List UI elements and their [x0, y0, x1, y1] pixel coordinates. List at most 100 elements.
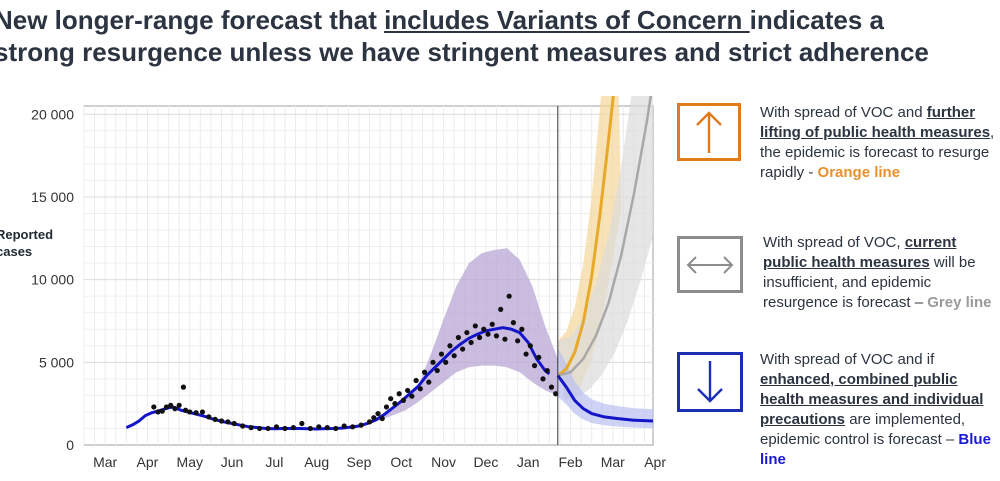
plot-layer	[125, 96, 653, 432]
observed-case-point	[159, 408, 165, 414]
observed-case-point	[172, 406, 178, 412]
fit-uncertainty-band	[367, 248, 558, 424]
forecast-line-2	[556, 374, 653, 423]
observed-case-point	[182, 407, 189, 413]
observed-case-point	[248, 425, 254, 431]
observed-case-point	[489, 321, 495, 327]
observed-case-point	[527, 343, 533, 349]
fitted-line	[125, 326, 551, 431]
observed-case-point	[409, 393, 415, 399]
scenario-sideways-box	[677, 236, 743, 293]
observed-case-point	[498, 306, 504, 312]
observed-case-point	[392, 401, 398, 407]
scenario-2-bold: current public health measures	[763, 234, 957, 271]
observed-case-point	[341, 423, 347, 429]
x-month-label: Jan	[517, 454, 540, 470]
observed-case-point	[481, 326, 487, 332]
observed-case-point	[485, 331, 491, 337]
x-month-label: Mar	[93, 454, 117, 470]
left-right-arrow-icon	[686, 255, 734, 274]
observed-case-point	[168, 402, 174, 408]
scenario-3-bold: enhanced, combined public health measure…	[760, 371, 984, 428]
observed-case-point	[447, 343, 453, 349]
observed-case-point	[493, 333, 500, 339]
title-line-1: New longer-range forecast that includes …	[0, 4, 1000, 36]
observed-case-point	[510, 320, 516, 326]
x-month-label: Apr	[137, 454, 159, 470]
scenario-1-pre: With spread of VOC and	[760, 104, 927, 121]
observed-case-point	[151, 404, 157, 410]
observed-case-point	[383, 404, 390, 410]
observed-case-point	[531, 363, 538, 369]
observed-case-point	[417, 386, 423, 392]
observed-case-point	[502, 336, 508, 342]
x-month-label: Dec	[473, 454, 498, 470]
scenario-text-2: With spread of VOC, current public healt…	[763, 233, 1000, 313]
observed-case-point	[434, 367, 440, 374]
y-axis-label-line: Reported	[0, 227, 54, 242]
y-tick-label: 5 000	[39, 354, 74, 370]
observed-case-point	[290, 425, 297, 431]
observed-case-point	[307, 425, 313, 432]
observed-case-point	[421, 369, 428, 375]
observed-case-point	[379, 415, 385, 422]
observed-case-point	[438, 351, 445, 357]
observed-case-point	[519, 326, 525, 332]
scenario-3-post: are implemented, epidemic control is for…	[760, 411, 966, 448]
y-tick-label: 20 000	[31, 106, 74, 122]
scenario-2-pre: With spread of VOC,	[763, 234, 905, 251]
observed-case-point	[544, 367, 550, 374]
observed-case-point	[155, 409, 161, 415]
down-arrow-icon	[697, 361, 723, 403]
observed-case-point	[199, 409, 206, 415]
title-line1-post: indicates a	[749, 5, 885, 35]
observed-case-point	[218, 418, 225, 424]
scenario-down-box	[677, 352, 743, 412]
observed-case-point	[371, 415, 377, 421]
observed-case-point	[405, 387, 411, 394]
x-month-label: Apr	[644, 454, 666, 470]
observed-case-point	[316, 424, 322, 430]
x-month-label: Mar	[601, 454, 625, 470]
x-month-label: Sep	[347, 454, 372, 470]
observed-case-point	[455, 334, 461, 341]
observed-case-point	[358, 422, 364, 428]
observed-case-point	[163, 404, 170, 410]
y-axis-label: Reported cases	[0, 226, 53, 260]
observed-case-point	[548, 384, 555, 390]
observed-case-point	[388, 396, 394, 402]
scenario-text-3: With spread of VOC and if enhanced, comb…	[760, 350, 1000, 470]
observed-case-point	[523, 351, 529, 357]
observed-case-point	[206, 414, 212, 420]
x-month-label: Jun	[221, 454, 244, 470]
observed-case-point	[468, 339, 474, 346]
x-month-label: May	[177, 454, 203, 470]
scenario-1-line-label: Orange line	[817, 164, 901, 181]
forecast-line-1	[557, 96, 653, 377]
observed-case-point	[176, 402, 182, 408]
observed-case-point	[273, 424, 280, 430]
scenario-3-pre: With spread of VOC and if	[760, 351, 935, 368]
y-tick-label: 15 000	[31, 189, 74, 205]
y-tick-label: 0	[66, 437, 74, 453]
up-arrow-icon	[696, 111, 722, 153]
y-axis-label-line: cases	[0, 244, 33, 259]
observed-case-point	[282, 425, 288, 432]
observed-case-point	[515, 338, 521, 344]
x-month-label: Oct	[390, 454, 412, 470]
observed-case-point	[506, 293, 512, 299]
scenario-1-bold: further lifting of public health measure…	[760, 104, 991, 141]
observed-case-point	[460, 346, 466, 352]
title-line1-underlined: includes Variants of Concern	[384, 5, 750, 35]
observed-case-point	[443, 359, 449, 365]
observed-case-point	[451, 353, 457, 359]
scenario-1-post: , the epidemic is forecast to resurge ra…	[760, 124, 995, 181]
title-line1-pre: New longer-range forecast that	[0, 5, 385, 35]
title-line-2: strong resurgence unless we have stringe…	[0, 37, 929, 67]
observed-case-point	[464, 329, 470, 336]
observed-case-point	[476, 334, 483, 341]
observed-case-point	[400, 397, 407, 403]
observed-case-point	[299, 420, 305, 427]
observed-case-point	[240, 423, 246, 429]
observed-case-point	[187, 409, 193, 415]
